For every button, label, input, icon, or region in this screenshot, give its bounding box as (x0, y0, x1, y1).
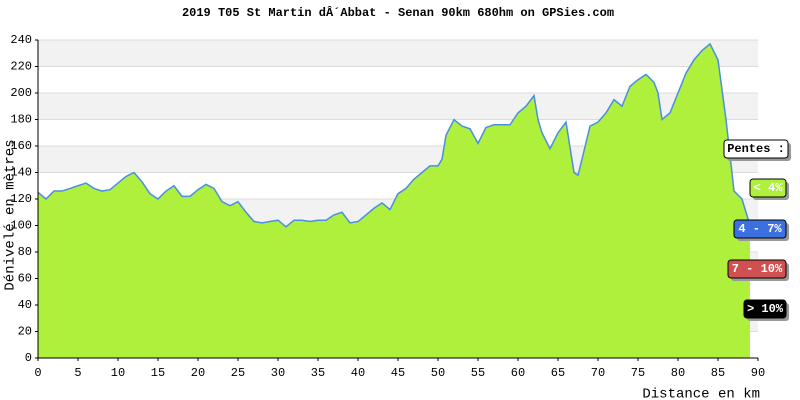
y-tick-label: 140 (10, 166, 32, 180)
y-axis-label: Dénivelé en mètres (3, 139, 19, 290)
x-tick-label: 70 (591, 366, 605, 380)
x-tick-label: 35 (311, 366, 325, 380)
x-tick-label: 15 (151, 366, 165, 380)
y-tick-label: 60 (18, 272, 32, 286)
x-tick-label: 5 (74, 366, 81, 380)
legend-item-label: 4 - 7% (738, 222, 782, 236)
y-tick-label: 0 (25, 351, 32, 365)
chart-title: 2019 T05 St Martin dÂ´Abbat - Senan 90km… (182, 5, 614, 20)
x-tick-label: 55 (471, 366, 485, 380)
legend-item-label: > 10% (747, 302, 784, 316)
x-axis-label: Distance en km (642, 387, 760, 400)
x-tick-label: 0 (34, 366, 41, 380)
grid-band (38, 40, 758, 67)
x-tick-label: 30 (271, 366, 285, 380)
legend-item-label: 7 - 10% (732, 262, 783, 276)
x-tick-label: 80 (671, 366, 685, 380)
legend-title-box (723, 139, 789, 159)
elevation-area (38, 43, 750, 358)
legend-item-label: < 4% (754, 181, 784, 195)
y-tick-label: 200 (10, 86, 32, 100)
x-tick-label: 50 (431, 366, 445, 380)
x-tick-label: 25 (231, 366, 245, 380)
y-tick-label: 180 (10, 113, 32, 127)
y-tick-label: 100 (10, 219, 32, 233)
y-tick-label: 120 (10, 192, 32, 206)
x-tick-label: 90 (751, 366, 765, 380)
y-tick-label: 240 (10, 33, 32, 47)
x-tick-label: 85 (711, 366, 725, 380)
elevation-line (37, 42, 751, 228)
y-tick-label: 160 (10, 139, 32, 153)
y-tick-label: 80 (18, 245, 32, 259)
y-tick-label: 220 (10, 60, 32, 74)
x-tick-label: 65 (551, 366, 565, 380)
legend-item-box (749, 178, 787, 198)
y-tick-label: 20 (18, 325, 32, 339)
x-tick-label: 20 (191, 366, 205, 380)
y-tick-label: 40 (18, 298, 32, 312)
x-tick-label: 40 (351, 366, 365, 380)
x-tick-label: 75 (631, 366, 645, 380)
legend-item-box (733, 219, 787, 239)
legend-item-box (727, 259, 787, 279)
x-tick-label: 10 (111, 366, 125, 380)
legend-item-box (743, 299, 787, 319)
legend-title-label: Pentes : (727, 142, 785, 156)
x-tick-label: 60 (511, 366, 525, 380)
x-tick-label: 45 (391, 366, 405, 380)
